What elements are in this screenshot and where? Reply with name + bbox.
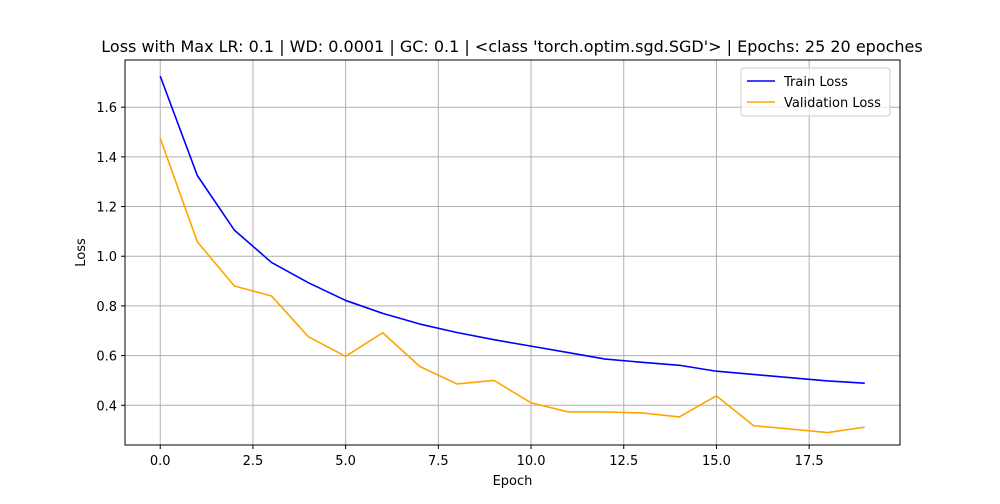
- x-tick-label: 10.0: [517, 454, 546, 469]
- y-tick-label: 1.6: [96, 101, 117, 116]
- y-tick-label: 0.4: [96, 399, 117, 414]
- x-tick-label: 2.5: [243, 454, 264, 469]
- y-tick-label: 0.8: [96, 300, 117, 315]
- series-line-1: [159, 137, 865, 434]
- legend: Train Loss Validation Loss: [740, 67, 891, 117]
- x-tick-label: 15.0: [702, 454, 731, 469]
- grid: [125, 60, 900, 445]
- y-axis-label: Loss: [74, 238, 89, 267]
- y-tick-label: 1.2: [96, 201, 117, 216]
- y-tick-label: 0.6: [96, 350, 117, 365]
- x-tick-label: 12.5: [609, 454, 638, 469]
- x-tick-label: 17.5: [795, 454, 824, 469]
- legend-box: [740, 67, 891, 117]
- legend-label-0: Train Loss: [783, 75, 848, 90]
- series-line-0: [159, 75, 865, 384]
- plot-frame: [124, 59, 901, 446]
- x-tick-label: 5.0: [335, 454, 356, 469]
- axis-ticks: 0.0 2.5 5.0 7.5 10.0 12.5 15.0 17.5 0.4 0.6 0.8 1.0…: [96, 101, 823, 469]
- x-tick-label: 0.0: [150, 454, 171, 469]
- y-tick-label: 1.4: [96, 151, 117, 166]
- chart-title: Loss with Max LR: 0.1 | WD: 0.0001 | GC:…: [101, 37, 922, 56]
- x-tick-label: 7.5: [428, 454, 449, 469]
- legend-label-1: Validation Loss: [784, 96, 881, 111]
- y-tick-label: 1.0: [96, 250, 117, 265]
- x-axis-label: Epoch: [493, 474, 533, 489]
- series-lines: [159, 75, 865, 434]
